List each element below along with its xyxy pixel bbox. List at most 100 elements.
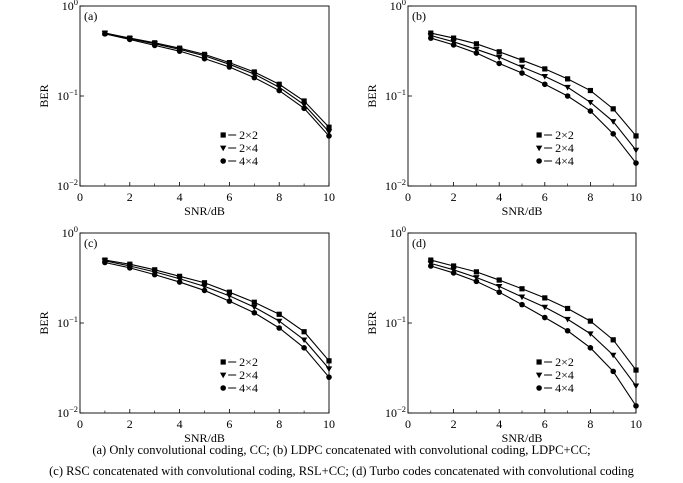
data-point-marker [542,295,548,301]
y-tick-label: 10−2 [57,177,78,193]
data-point-marker [428,257,434,263]
y-axis-title: BER [365,84,379,107]
y-tick-label: 100 [62,0,78,13]
panel-label: (c) [84,236,97,250]
x-tick-label: 6 [542,190,548,204]
data-point-marker [587,99,594,106]
data-point-marker [587,345,594,351]
data-point-marker [251,304,258,311]
data-point-marker [276,311,282,317]
data-point-marker [276,84,283,91]
plot-area-frame [407,232,637,414]
y-tick-label: 10−1 [57,314,78,330]
series-line-3 [104,261,330,378]
y-tick-label: 10−1 [57,87,78,103]
data-point-marker [325,129,333,136]
data-point-marker [519,286,525,292]
data-point-marker [541,304,548,311]
x-tick-label: 10 [323,190,335,204]
series-line-1 [104,32,330,128]
data-point-marker [565,305,571,312]
legend-marker [535,145,543,152]
data-point-marker [473,41,479,47]
data-point-marker [610,106,616,112]
data-point-marker [251,74,258,81]
x-tick-label: 6 [226,417,232,431]
data-point-marker [325,366,333,372]
data-point-marker [473,275,480,281]
legend-entry-label: 2×4 [239,141,258,155]
data-point-marker [587,331,594,337]
series-line-3 [104,33,330,137]
data-point-marker [496,54,503,61]
legend-entry-label: 4×4 [239,154,258,168]
data-point-marker [326,358,332,364]
x-axis-title: SNR/dB [184,204,225,218]
x-tick-label: 4 [496,190,502,204]
data-point-marker [201,287,208,294]
data-point-marker [127,36,133,43]
data-point-marker [632,147,640,154]
chart-panel-c: 0 2 4 6 8 10 10−2 10−1 100 (c) SNR/dB BER 2×22×44×4 [37,224,335,445]
x-tick-label: 0 [77,190,83,204]
legend-marker [220,359,226,365]
data-point-marker [633,367,639,373]
data-point-marker [564,93,571,99]
x-tick-label: 2 [451,190,457,204]
plot-area-frame [407,5,637,187]
x-tick-label: 0 [77,417,83,431]
legend-entry-label: 2×4 [239,368,258,382]
series-line-3 [430,37,637,164]
data-point-marker [300,102,308,108]
panel-label: (d) [412,236,426,250]
data-point-marker [473,50,480,56]
data-point-marker [587,108,594,114]
legend-entry-label: 2×2 [239,128,258,142]
legend-entry-label: 2×2 [555,128,574,142]
data-point-marker [300,337,308,344]
y-tick-label: 100 [390,0,406,13]
data-point-marker [496,277,502,283]
x-tick-label: 8 [587,190,593,204]
data-point-marker [610,337,616,343]
y-tick-label: 100 [62,224,78,240]
panel-label: (a) [84,9,97,23]
legend-entry-label: 4×4 [239,381,258,395]
x-axis-title: SNR/dB [502,431,543,445]
data-point-marker [428,35,434,41]
data-point-marker [301,98,307,104]
x-tick-label: 4 [177,417,183,431]
data-point-marker [496,49,502,55]
legend-marker [220,385,226,391]
chart-panel-d: 0 2 4 6 8 10 10−2 10−1 100 (d) SNR/dB BER 2×22×44×4 [365,224,642,445]
x-tick-label: 6 [542,417,548,431]
y-tick-label: 10−2 [385,177,406,193]
legend-marker [536,158,542,164]
legend-marker [220,132,226,138]
x-tick-label: 8 [276,190,282,204]
data-point-marker [201,55,208,62]
data-point-marker [542,66,548,72]
data-point-marker [473,46,480,53]
data-point-marker [633,160,639,166]
data-point-marker [301,345,307,351]
x-tick-label: 2 [451,417,457,431]
data-point-marker [610,352,617,359]
series-line-2 [430,262,637,387]
x-tick-label: 10 [630,417,642,431]
legend-marker [536,385,542,391]
y-tick-label: 10−2 [57,404,78,420]
y-axis-title: BER [37,84,51,107]
data-point-marker [610,119,617,125]
series-line-1 [430,32,637,137]
data-point-marker [177,273,183,279]
figure-caption-line-1: (a) Only convolutional coding, CC; (b) L… [92,443,591,457]
data-point-marker [587,87,593,94]
x-axis-title: SNR/dB [502,204,543,218]
data-point-marker [301,105,307,112]
legend-marker [219,372,227,379]
data-point-marker [151,42,158,49]
data-point-marker [633,403,639,409]
series-line-2 [104,32,330,133]
legend-marker [220,158,226,164]
